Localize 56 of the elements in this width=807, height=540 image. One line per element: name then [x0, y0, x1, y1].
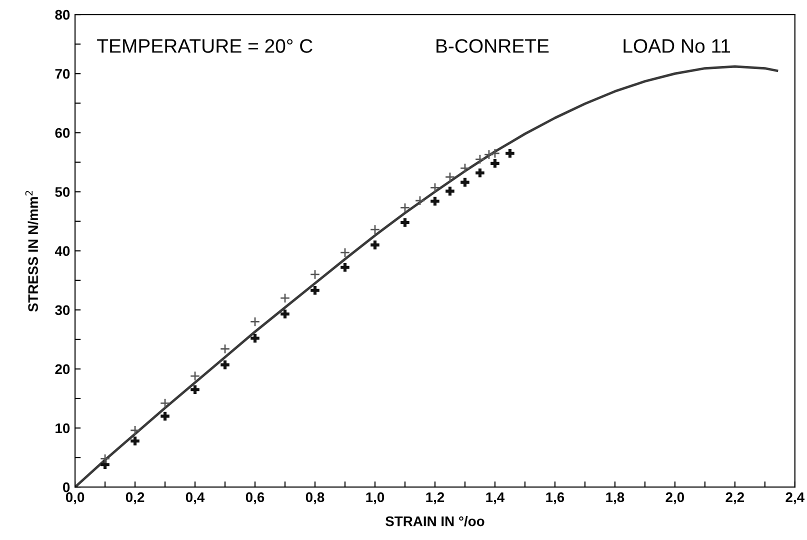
point	[100, 454, 110, 464]
point	[490, 148, 500, 158]
point	[249, 332, 261, 344]
y-tick-label: 50	[55, 187, 70, 197]
point	[159, 410, 171, 422]
y-tick-label: 10	[56, 423, 70, 434]
x-tick-label: 1,4	[486, 492, 505, 504]
y-tick-label: 40	[54, 246, 70, 256]
point	[429, 195, 441, 208]
x-tick-label: 1,6	[546, 492, 564, 504]
annotation: TEMPERATURE = 20° C	[97, 39, 312, 53]
x-tick-label: 2,2	[726, 492, 744, 504]
y-tick-label: 80	[55, 10, 70, 20]
x-tick-label: 0,2	[126, 492, 144, 504]
point	[279, 308, 291, 320]
x-tick-label: 1,2	[426, 492, 444, 504]
x-tick-label: 0,8	[306, 492, 324, 504]
point	[130, 425, 140, 436]
point	[219, 358, 231, 371]
y-tick-label: 20	[55, 364, 70, 374]
point	[414, 196, 426, 206]
point	[400, 202, 410, 213]
x-tick-label: 2,0	[666, 492, 684, 504]
x-tick-label: 1,8	[606, 492, 624, 504]
y-tick-label: 0	[63, 482, 70, 492]
point	[444, 185, 456, 198]
point	[370, 224, 380, 235]
point	[460, 163, 470, 174]
point	[484, 149, 494, 160]
point	[129, 435, 141, 447]
x-axis-title: STRAIN IN °/oo	[386, 516, 484, 526]
y-tick-label: 30	[55, 305, 70, 316]
point	[459, 176, 471, 188]
point	[160, 398, 170, 408]
point	[399, 216, 411, 228]
x-tick-label: 0,4	[186, 492, 205, 504]
point	[369, 239, 381, 251]
annotation: LOAD No 11	[624, 39, 730, 53]
x-tick-label: 0,6	[246, 492, 264, 504]
y-tick-label: 60	[55, 128, 70, 138]
point	[474, 154, 486, 164]
point	[444, 172, 456, 182]
point	[250, 316, 260, 327]
point	[280, 292, 290, 304]
y-axis-title: STRESS IN N/mm$^{2}$	[25, 190, 38, 312]
line-series	[75, 65, 778, 488]
point	[190, 370, 200, 382]
point	[220, 344, 230, 354]
annotation: B-CONRETE	[436, 39, 549, 53]
x-tick-label: 0,0	[66, 492, 84, 504]
point	[340, 248, 350, 258]
point	[310, 269, 320, 280]
x-tick-label: 1,0	[366, 492, 384, 504]
y-tick-label: 70	[55, 68, 70, 79]
point	[430, 182, 440, 193]
x-tick-label: 2,4	[786, 492, 804, 504]
